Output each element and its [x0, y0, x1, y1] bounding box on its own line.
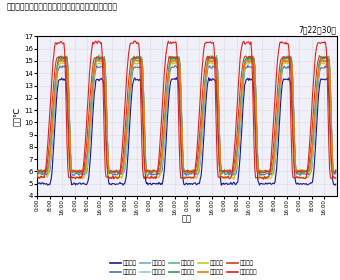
Text: 《蓄熱槽温度変化（ウィークリーサークル）の蓄熱》: 《蓄熱槽温度変化（ウィークリーサークル）の蓄熱》: [7, 3, 118, 12]
X-axis label: 時刻: 時刻: [182, 215, 192, 224]
Y-axis label: 温度℃: 温度℃: [13, 106, 21, 126]
Text: 7月22～30日: 7月22～30日: [299, 26, 337, 35]
Legend: 蓄熱槽１, 蓄熱槽２, 蓄熱槽３, 蓄熱槽４, 蓄熱槽５, 蓄熱槽６, 蓄熱槽７, 蓄熱槽８, 蓄熱槽９, 蓄熱槽１０: 蓄熱槽１, 蓄熱槽２, 蓄熱槽３, 蓄熱槽４, 蓄熱槽５, 蓄熱槽６, 蓄熱槽７…: [108, 258, 259, 277]
